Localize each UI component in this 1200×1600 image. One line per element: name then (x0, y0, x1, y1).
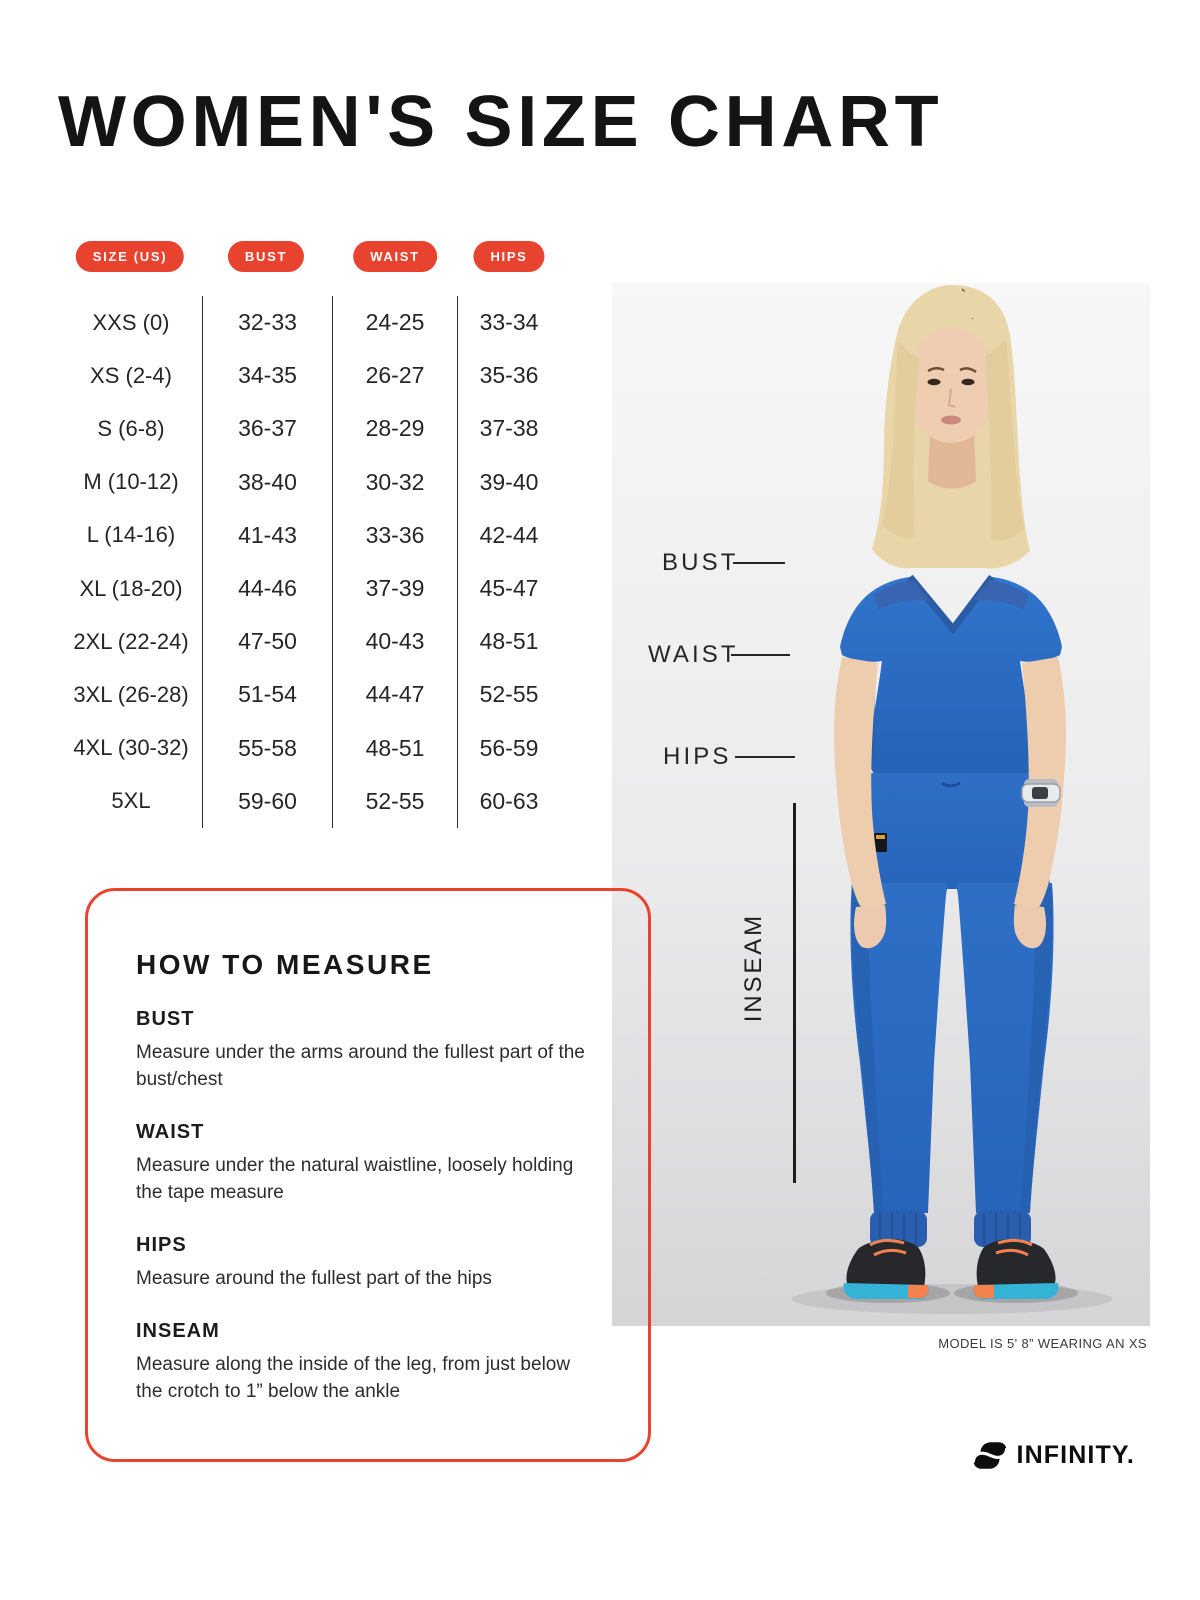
model-illustration (612, 283, 1150, 1326)
measure-item-label: BUST (136, 1008, 195, 1030)
how-to-measure-box: HOW TO MEASURE BUST Measure under the ar… (85, 888, 651, 1462)
size-cell: 2XL (22-24) (60, 615, 203, 669)
hips-cell: 52-55 (479, 681, 539, 708)
measure-item: BUST Measure under the arms around the f… (136, 1008, 612, 1094)
model-caption: MODEL IS 5' 8” WEARING AN XS (938, 1336, 1147, 1351)
hips-cell: 45-47 (479, 575, 539, 602)
inseam-pointer-label: INSEAM (740, 913, 767, 1023)
measure-item-label: HIPS (136, 1233, 187, 1256)
header-badge-hips: HIPS (473, 241, 545, 272)
bust-cell: 36-37 (203, 402, 333, 456)
waist-pointer-label: WAIST (648, 641, 739, 668)
infinity-logo: INFINITY. (971, 1440, 1135, 1471)
bust-cell: 32-33 (203, 296, 333, 350)
how-to-measure-title: HOW TO MEASURE (136, 949, 434, 980)
waist-cell: 44-47 (333, 668, 458, 722)
size-cell: XL (18-20) (60, 561, 203, 616)
waist-cell: 33-36 (333, 508, 458, 562)
header-badge-bust: BUST (227, 241, 305, 272)
model-photo: BUST WAIST HIPS INSEAM (612, 283, 1150, 1326)
measure-item-text: Measure along the inside of the leg, fro… (136, 1353, 571, 1402)
measure-item-label: WAIST (136, 1120, 205, 1143)
waist-cell: 52-55 (333, 774, 458, 828)
size-cell: S (6-8) (60, 402, 203, 456)
waist-cell: 28-29 (333, 402, 458, 456)
bust-pointer-label: BUST (662, 549, 739, 576)
waist-cell: 48-51 (333, 721, 458, 775)
header-badge-waist: WAIST (353, 241, 437, 272)
bust-cell: 41-43 (203, 508, 333, 562)
hips-cell: 56-59 (479, 734, 539, 761)
hips-cell: 35-36 (479, 362, 539, 389)
measure-item-text: Measure around the fullest part of the h… (136, 1267, 492, 1289)
size-table: XXS (0) 32-33 24-25 33-34 XS (2-4) 34-35… (60, 296, 560, 828)
hips-pointer-line (735, 756, 795, 758)
bust-pointer-line (733, 562, 785, 564)
measure-item: WAIST Measure under the natural waistlin… (136, 1121, 612, 1207)
infinity-logo-icon (971, 1442, 1008, 1469)
waist-cell: 30-32 (333, 455, 458, 509)
measure-item-label: INSEAM (136, 1319, 220, 1342)
bust-cell: 59-60 (203, 774, 333, 828)
bust-cell: 44-46 (203, 561, 333, 616)
waist-cell: 24-25 (333, 296, 458, 350)
size-cell: XXS (0) (60, 296, 203, 350)
bust-cell: 55-58 (203, 721, 333, 775)
inseam-measure-line (793, 803, 796, 1183)
size-cell: L (14-16) (60, 508, 203, 562)
bust-cell: 47-50 (203, 615, 333, 669)
waist-cell: 40-43 (333, 615, 458, 669)
how-to-measure-items: BUST Measure under the arms around the f… (136, 1008, 612, 1406)
size-cell: 3XL (26-28) (60, 668, 203, 722)
measure-item: INSEAM Measure along the inside of the l… (136, 1320, 612, 1406)
infinity-wordmark: INFINITY. (1016, 1441, 1135, 1469)
page-title: WOMEN'S SIZE CHART (58, 82, 944, 162)
bust-cell: 51-54 (203, 668, 333, 722)
waist-cell: 37-39 (333, 561, 458, 616)
hips-cell: 42-44 (479, 521, 539, 548)
hips-cell: 48-51 (479, 628, 539, 655)
size-cell: 5XL (60, 774, 203, 828)
hips-cell: 37-38 (479, 415, 539, 442)
hips-cell: 60-63 (479, 787, 539, 814)
header-badge-size: SIZE (US) (75, 241, 185, 272)
hips-cell: 39-40 (479, 468, 539, 495)
waist-pointer-line (731, 654, 790, 656)
size-cell: M (10-12) (60, 455, 203, 509)
bust-cell: 34-35 (203, 349, 333, 403)
measure-item: HIPS Measure around the fullest part of … (136, 1234, 612, 1293)
size-cell: 4XL (30-32) (60, 721, 203, 775)
hips-pointer-label: HIPS (663, 743, 732, 770)
measure-item-text: Measure under the arms around the fulles… (136, 1042, 585, 1090)
waist-cell: 26-27 (333, 349, 458, 403)
hips-cell: 33-34 (479, 309, 539, 336)
bust-cell: 38-40 (203, 455, 333, 509)
measure-item-text: Measure under the natural waistline, loo… (136, 1154, 574, 1203)
size-cell: XS (2-4) (60, 349, 203, 403)
